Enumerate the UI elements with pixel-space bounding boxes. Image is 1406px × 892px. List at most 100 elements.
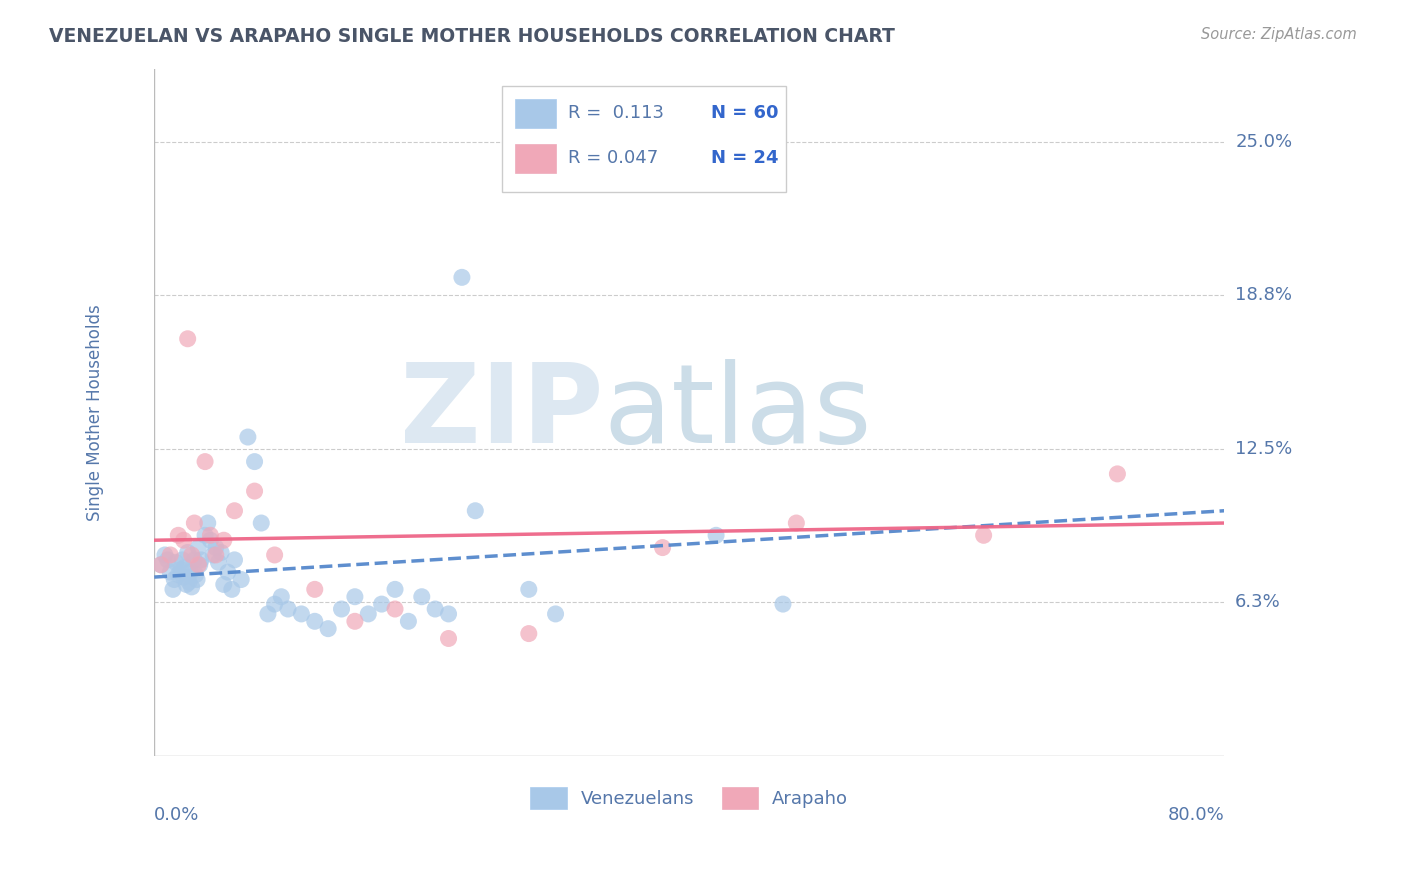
Point [384, 582, 406, 597]
Point [200, 533, 222, 548]
Text: VENEZUELAN VS ARAPAHO SINGLE MOTHER HOUSEHOLDS CORRELATION CHART: VENEZUELAN VS ARAPAHO SINGLE MOTHER HOUS… [49, 27, 896, 45]
Point [243, 454, 266, 468]
Point [156, 553, 179, 567]
Point [177, 574, 200, 589]
Point [1107, 467, 1129, 481]
Text: 12.5%: 12.5% [1234, 441, 1292, 458]
Point [304, 582, 326, 597]
Point [330, 602, 353, 616]
Point [437, 607, 460, 621]
Point [173, 533, 195, 548]
Text: Source: ZipAtlas.com: Source: ZipAtlas.com [1201, 27, 1357, 42]
Point [173, 570, 195, 584]
Point [204, 548, 226, 562]
Point [212, 577, 235, 591]
Point [257, 607, 280, 621]
Point [437, 632, 460, 646]
Legend: Venezuelans, Arapaho: Venezuelans, Arapaho [523, 780, 855, 816]
Point [464, 504, 486, 518]
Point [149, 558, 172, 572]
Point [149, 558, 172, 572]
Point [544, 607, 567, 621]
Point [517, 582, 540, 597]
FancyBboxPatch shape [502, 86, 786, 193]
Point [243, 484, 266, 499]
Point [343, 590, 366, 604]
Point [209, 545, 232, 559]
Point [772, 597, 794, 611]
Point [186, 573, 208, 587]
Point [704, 528, 727, 542]
Point [183, 516, 205, 530]
Point [316, 622, 339, 636]
Point [180, 580, 202, 594]
Point [270, 590, 292, 604]
Point [396, 615, 419, 629]
Point [176, 577, 198, 591]
Text: N = 60: N = 60 [711, 104, 779, 122]
Point [451, 270, 474, 285]
Text: 18.8%: 18.8% [1234, 285, 1292, 303]
Point [263, 548, 285, 562]
Point [224, 553, 246, 567]
Text: ZIP: ZIP [401, 359, 603, 466]
Point [204, 541, 226, 555]
Text: Single Mother Households: Single Mother Households [86, 304, 104, 521]
Point [187, 541, 209, 555]
Text: 80.0%: 80.0% [1168, 805, 1225, 823]
Point [190, 553, 212, 567]
Point [170, 563, 193, 577]
Text: 0.0%: 0.0% [155, 805, 200, 823]
Text: N = 24: N = 24 [711, 149, 779, 167]
Point [236, 430, 259, 444]
Point [167, 567, 190, 582]
FancyBboxPatch shape [515, 100, 555, 128]
Point [202, 548, 225, 562]
Point [217, 565, 239, 579]
Point [250, 516, 273, 530]
FancyBboxPatch shape [515, 145, 555, 173]
Point [153, 548, 176, 562]
Point [165, 555, 187, 569]
Point [194, 454, 217, 468]
Point [188, 558, 211, 572]
Point [176, 545, 198, 559]
Point [176, 332, 198, 346]
Point [785, 516, 807, 530]
Point [162, 582, 184, 597]
Point [517, 626, 540, 640]
Point [224, 504, 246, 518]
Text: atlas: atlas [603, 359, 872, 466]
Point [179, 565, 201, 579]
Point [231, 573, 253, 587]
Point [159, 548, 181, 562]
Point [263, 597, 285, 611]
Point [221, 582, 243, 597]
Point [187, 558, 209, 572]
Point [194, 528, 217, 542]
Point [174, 560, 197, 574]
Text: R = 0.047: R = 0.047 [568, 149, 658, 167]
Point [183, 553, 205, 567]
Point [973, 528, 995, 542]
Point [411, 590, 433, 604]
Point [384, 602, 406, 616]
Point [651, 541, 673, 555]
Point [200, 528, 222, 542]
Point [167, 528, 190, 542]
Text: 25.0%: 25.0% [1234, 133, 1292, 152]
Point [172, 553, 194, 567]
Text: 6.3%: 6.3% [1234, 592, 1281, 611]
Point [290, 607, 312, 621]
Point [357, 607, 380, 621]
Text: R =  0.113: R = 0.113 [568, 104, 665, 122]
Point [180, 548, 202, 562]
Point [207, 555, 229, 569]
Point [425, 602, 447, 616]
Point [197, 516, 219, 530]
Point [277, 602, 299, 616]
Point [212, 533, 235, 548]
Point [159, 565, 181, 579]
Point [370, 597, 392, 611]
Point [343, 615, 366, 629]
